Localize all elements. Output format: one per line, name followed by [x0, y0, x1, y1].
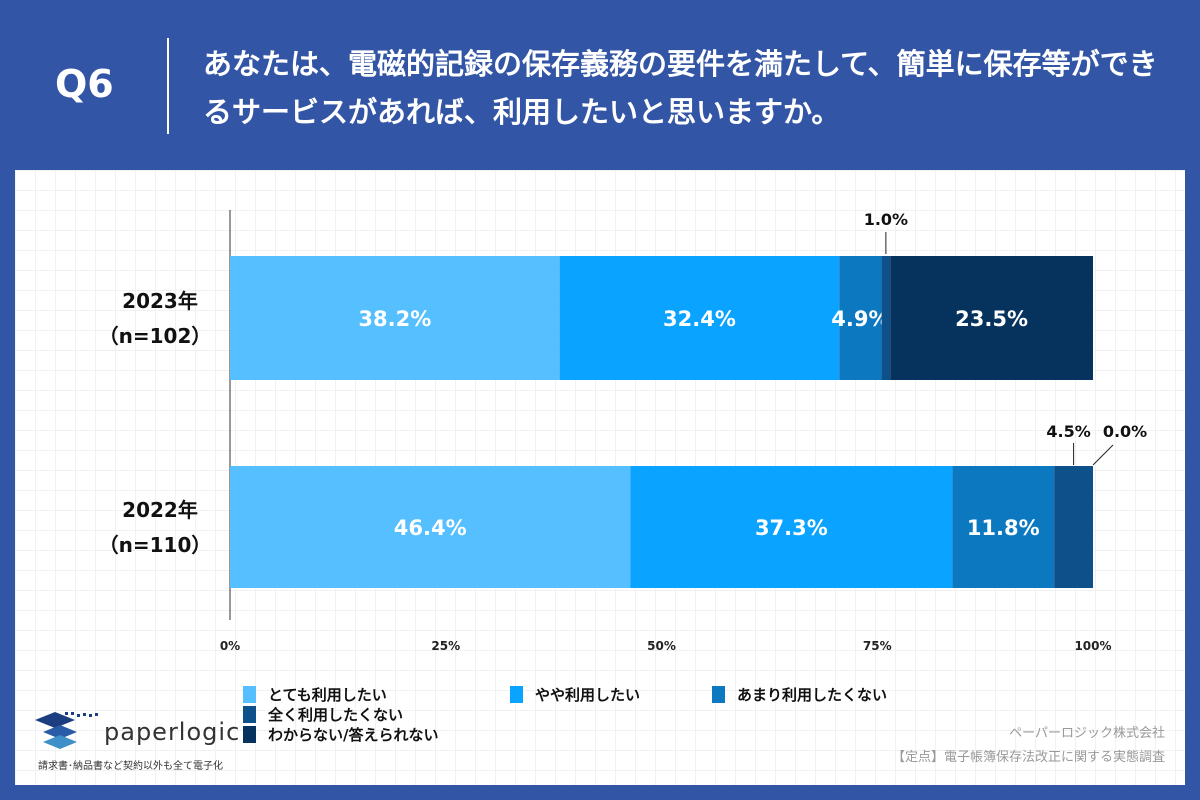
survey-name: 【定点】電子帳簿保存法改正に関する実態調査	[891, 750, 1165, 765]
question-title: あなたは、電磁的記録の保存義務の要件を満たして、簡単に保存等ができるサービスがあ…	[203, 47, 1158, 129]
legend-swatch	[243, 685, 256, 703]
x-tick-label: 50%	[647, 639, 676, 653]
bar-segment	[1054, 466, 1093, 588]
data-label: 23.5%	[955, 307, 1028, 331]
bar-segment	[630, 466, 953, 588]
legend-swatch	[712, 685, 725, 703]
legend-swatch	[243, 725, 256, 743]
data-label: 4.5%	[1046, 422, 1090, 441]
bar-segment	[230, 466, 631, 588]
legend-item: わからない/答えられない	[243, 724, 493, 744]
legend-item: とても利用したい	[243, 684, 488, 704]
x-tick-label: 0%	[220, 639, 240, 653]
legend-label: 全く利用したくない	[268, 705, 404, 724]
legend-item: 全く利用したくない	[243, 704, 423, 724]
bar-segment	[881, 256, 891, 380]
data-label: 37.3%	[755, 516, 828, 540]
data-label: 0.0%	[1103, 422, 1147, 441]
legend-label: わからない/答えられない	[268, 725, 439, 744]
bar-segment	[230, 256, 560, 380]
bar-segment	[890, 256, 1093, 380]
logo-text: paperlogic	[104, 718, 241, 746]
data-label: 11.8%	[967, 516, 1040, 540]
tagline: 請求書･納品書など契約以外も全て電子化	[38, 761, 223, 772]
data-label: 46.4%	[394, 516, 467, 540]
category-label: 2023年	[122, 289, 198, 313]
data-label: 1.0%	[864, 210, 908, 229]
divider	[167, 38, 169, 134]
company-credit: ペーパーロジック株式会社	[1009, 726, 1165, 741]
legend-label: とても利用したい	[268, 685, 387, 704]
legend-label: やや利用したい	[535, 685, 641, 704]
legend-item: あまり利用したくない	[712, 684, 932, 704]
legend-item: やや利用したい	[510, 684, 690, 704]
category-label: 2022年	[122, 498, 198, 522]
x-tick-label: 25%	[431, 639, 460, 653]
legend: とても利用したい やや利用したい あまり利用したくない全く利用したくない わからない/…	[243, 684, 1143, 744]
data-label: 38.2%	[358, 307, 431, 331]
question-number: Q6	[55, 62, 114, 106]
callout-line	[1092, 444, 1114, 466]
bar-segment	[559, 256, 840, 380]
bar-segment	[952, 466, 1055, 588]
legend-swatch	[243, 705, 256, 723]
paperlogic-logo-icon	[35, 712, 98, 749]
data-label: 4.9%	[831, 307, 889, 331]
x-tick-label: 100%	[1074, 639, 1111, 653]
legend-swatch	[510, 685, 523, 703]
data-label: 32.4%	[663, 307, 736, 331]
bar-segment	[839, 256, 882, 380]
category-n-label: （n=110）	[99, 533, 212, 557]
legend-label: あまり利用したくない	[737, 685, 888, 704]
category-n-label: （n=102）	[99, 324, 212, 348]
x-tick-label: 75%	[863, 639, 892, 653]
